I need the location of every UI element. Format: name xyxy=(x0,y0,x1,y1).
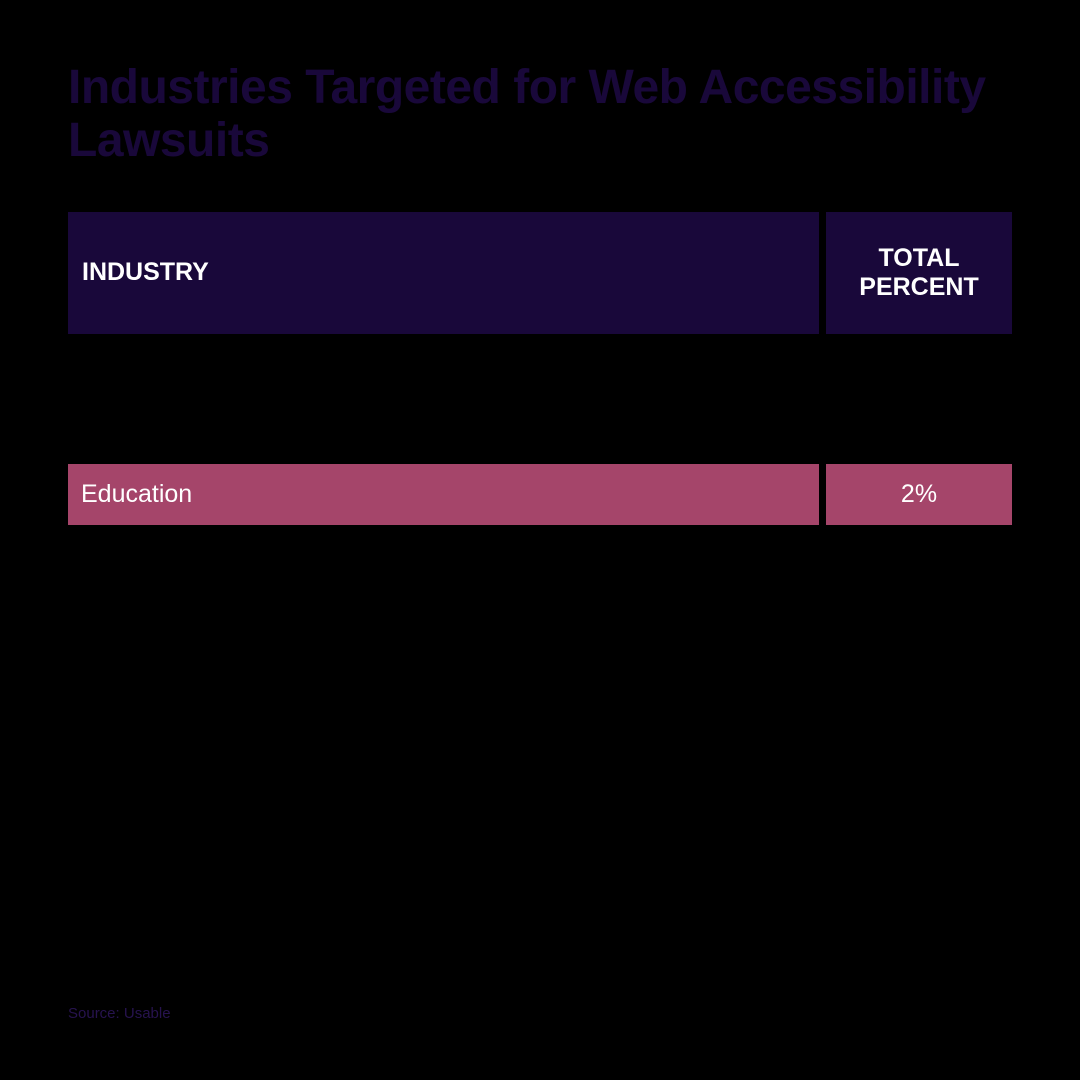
header-cell-percent: TOTAL PERCENT xyxy=(826,212,1012,334)
header-cell-industry: INDUSTRY xyxy=(68,212,819,334)
data-cell-industry: Education xyxy=(68,464,819,525)
page-title: Industries Targeted for Web Accessibilit… xyxy=(68,62,1012,168)
data-cell-percent: 2% xyxy=(826,464,1012,525)
header-label-percent: TOTAL PERCENT xyxy=(840,244,998,302)
percent-value: 2% xyxy=(901,480,937,509)
table-row: Education 2% xyxy=(68,464,1012,525)
industries-table: INDUSTRY TOTAL PERCENT Education 2% xyxy=(68,212,1012,525)
source-citation: Source: Usable xyxy=(68,1005,171,1022)
table-header-row: INDUSTRY TOTAL PERCENT xyxy=(68,212,1012,334)
industry-name: Education xyxy=(81,480,192,509)
header-label-industry: INDUSTRY xyxy=(82,258,209,287)
